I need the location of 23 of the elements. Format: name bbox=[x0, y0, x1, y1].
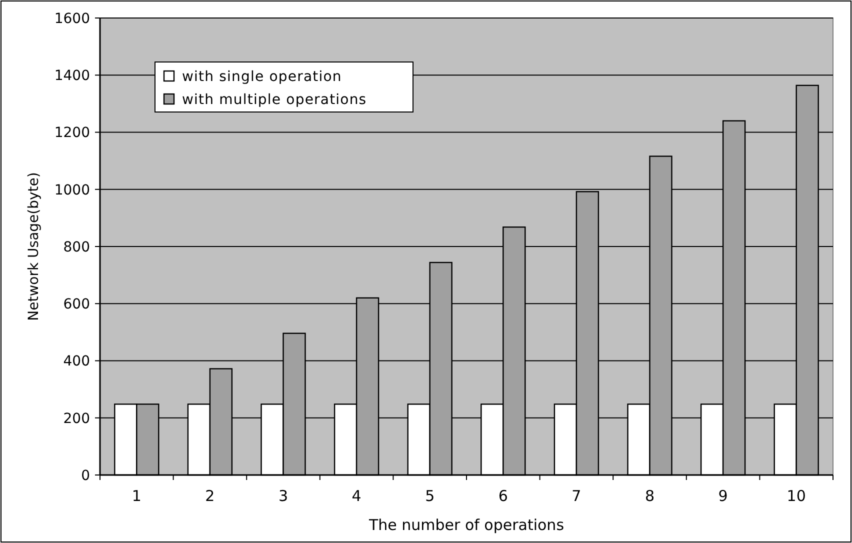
y-tick-label: 0 bbox=[81, 468, 90, 484]
y-tick-label: 1400 bbox=[54, 68, 90, 84]
y-tick-label: 800 bbox=[63, 239, 90, 256]
x-tick-label: 8 bbox=[644, 487, 655, 505]
x-tick-label: 3 bbox=[278, 487, 288, 505]
x-tick-label: 2 bbox=[205, 487, 215, 505]
y-tick-label: 200 bbox=[63, 410, 90, 427]
x-tick-label: 6 bbox=[498, 487, 508, 505]
y-tick-label: 400 bbox=[63, 354, 90, 370]
y-axis-title: Network Usage(byte) bbox=[26, 172, 42, 321]
x-tick-label: 9 bbox=[718, 487, 728, 505]
x-tick-label: 7 bbox=[572, 487, 582, 505]
legend-label: with multiple operations bbox=[182, 92, 367, 108]
y-tick-label: 1600 bbox=[54, 10, 90, 27]
x-tick-label: 5 bbox=[425, 487, 435, 505]
y-tick-label: 1200 bbox=[54, 125, 90, 142]
legend-label: with single operation bbox=[182, 68, 342, 85]
y-tick-label: 1000 bbox=[54, 182, 90, 198]
x-tick-label: 1 bbox=[132, 487, 142, 505]
x-tick-label: 10 bbox=[786, 487, 806, 505]
y-tick-label: 600 bbox=[63, 296, 90, 313]
x-tick-label: 4 bbox=[352, 487, 362, 505]
x-axis-title: The number of operations bbox=[368, 516, 564, 534]
